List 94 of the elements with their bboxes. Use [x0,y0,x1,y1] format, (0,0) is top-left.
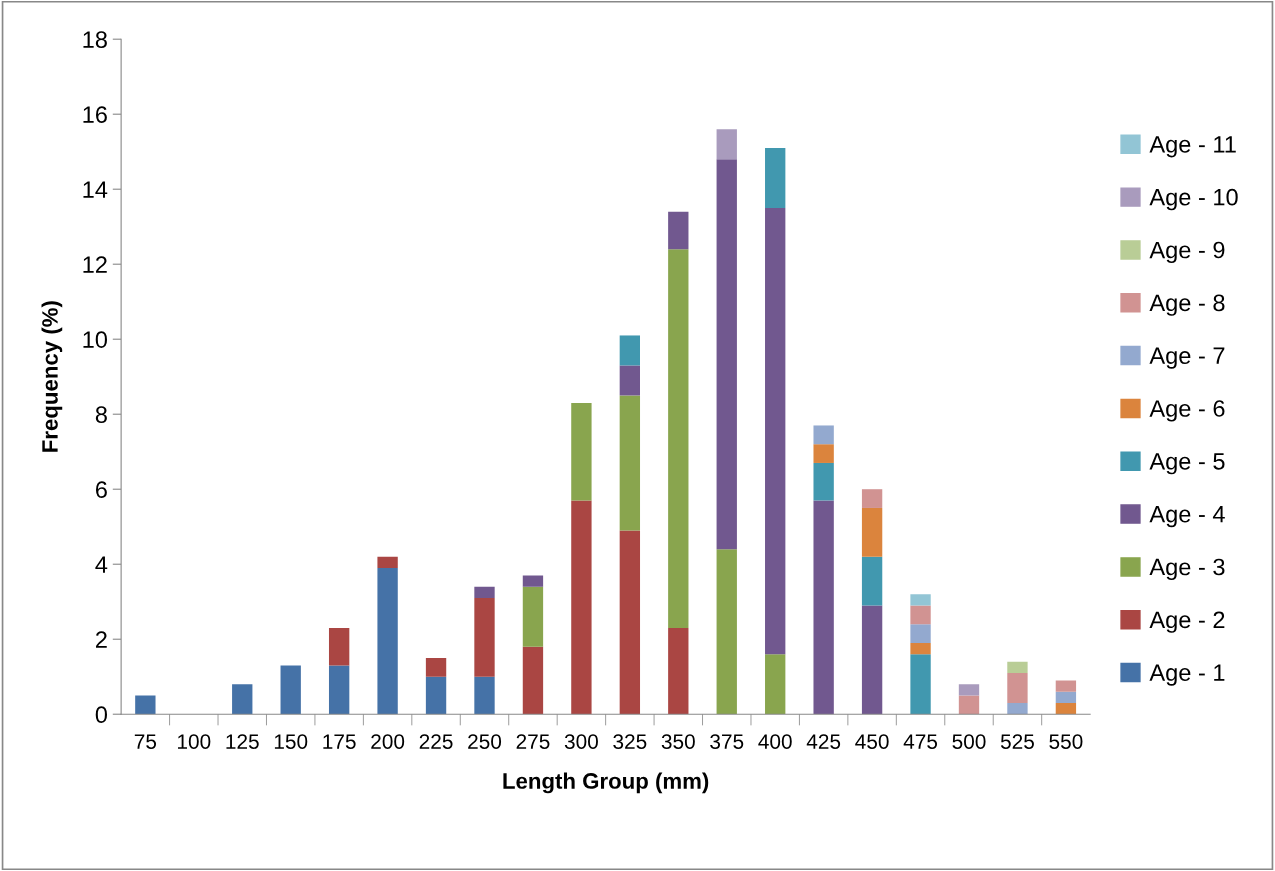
bar [522,575,544,587]
bar [377,567,398,715]
bar [474,597,495,677]
bar [425,657,447,677]
x-tick-label: 225 [419,734,453,749]
bar [1007,702,1028,715]
bar [910,594,931,606]
bar [425,676,447,715]
x-tick-label: 275 [516,734,550,749]
x-tick-label: 200 [371,734,405,749]
bar [910,654,931,715]
bar [1007,661,1028,673]
bar [328,627,350,666]
legend-label: Age - 4 [1149,506,1225,528]
x-tick-label: 425 [806,734,841,749]
y-tick-label: 8 [95,406,107,423]
x-tick-label: 125 [226,734,259,749]
legend-label: Age - 9 [1149,241,1225,264]
bar [522,586,544,647]
x-tick-label: 175 [323,734,356,749]
bar [910,642,931,655]
y-tick-label: 12 [83,256,107,273]
bar [474,586,495,598]
y-tick-label: 6 [96,481,107,498]
y-tick-label: 2 [95,631,107,648]
bar [910,605,931,625]
bar [716,549,737,715]
legend-label: Age - 6 [1149,400,1225,422]
y-tick-label: 14 [83,181,108,198]
y-tick-label: 4 [95,556,108,573]
x-tick-label: 75 [134,734,157,749]
bar [619,395,641,531]
x-tick-label: 350 [661,734,695,749]
bar [765,207,786,655]
y-tick-label: 10 [83,331,108,348]
legend-label: Age - 11 [1149,136,1236,158]
bar [958,684,980,696]
bar [280,665,301,715]
bar [813,500,834,715]
bar [474,676,495,715]
bar [765,654,786,715]
x-tick-label: 475 [903,734,938,749]
bar [861,605,883,715]
bar [619,530,641,715]
bar [135,695,156,715]
x-tick-label: 325 [613,734,647,749]
x-tick-label: 525 [1000,734,1034,749]
x-tick-label: 450 [855,734,889,749]
bar [522,646,544,715]
bar [619,365,641,396]
y-axis-title: Frequency (%) [41,301,63,452]
bar [716,129,737,160]
bar [571,500,592,715]
legend-label: Age - 3 [1149,558,1225,581]
x-tick-label: 375 [710,734,744,749]
bar [910,624,931,643]
bar [1055,680,1077,692]
bar [765,147,786,208]
x-tick-label: 100 [178,734,211,749]
legend-label: Age - 7 [1149,347,1225,369]
bar [232,684,253,715]
bar [571,402,592,501]
bar [958,695,980,715]
bar [861,489,883,508]
legend-label: Age - 2 [1149,611,1225,633]
bar [377,556,398,568]
bar [619,335,641,366]
bar [861,556,883,606]
bar [668,249,689,628]
bar [1055,702,1077,715]
legend-label: Age - 5 [1149,453,1225,475]
bar [813,462,834,501]
legend-label: Age - 10 [1149,188,1238,211]
bar [861,507,883,557]
bar [668,211,689,250]
x-tick-label: 400 [758,734,792,749]
y-tick-label: 16 [83,106,107,123]
x-axis-title: Length Group (mm) [503,772,709,794]
x-tick-label: 250 [468,734,502,749]
bar [668,627,689,715]
x-tick-label: 550 [1049,734,1083,749]
x-tick-label: 500 [952,734,986,749]
bar [1007,672,1028,703]
y-tick-label: 18 [83,31,107,48]
y-tick-label: 0 [95,706,108,724]
x-tick-label: 150 [274,734,308,749]
x-tick-label: 300 [564,734,598,749]
bar [1055,691,1077,703]
bar [813,444,834,463]
bar [813,425,834,445]
legend-label: Age - 1 [1149,664,1225,686]
legend-label: Age - 8 [1149,294,1225,316]
bar [328,665,350,715]
bar [716,159,737,550]
